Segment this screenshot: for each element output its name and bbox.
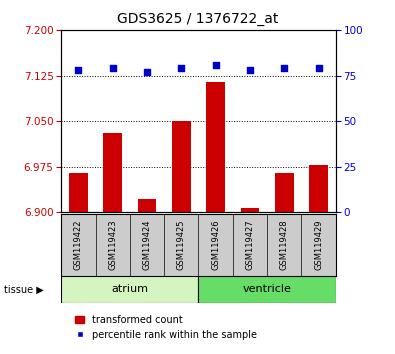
Text: GSM119422: GSM119422: [74, 219, 83, 270]
Bar: [309, 165, 328, 212]
Point: [144, 69, 150, 75]
Text: GDS3625 / 1376722_at: GDS3625 / 1376722_at: [117, 12, 278, 27]
Text: GSM119425: GSM119425: [177, 219, 186, 270]
Bar: [69, 173, 88, 212]
Bar: [137, 199, 156, 212]
Point: [213, 62, 219, 68]
Text: GSM119423: GSM119423: [108, 219, 117, 270]
Point: [247, 67, 253, 73]
Legend: transformed count, percentile rank within the sample: transformed count, percentile rank withi…: [71, 311, 261, 344]
Point: [75, 67, 81, 73]
Bar: [241, 208, 260, 212]
Text: atrium: atrium: [111, 284, 149, 295]
Bar: [103, 133, 122, 212]
Bar: [61, 276, 198, 303]
Point: [281, 65, 288, 71]
Text: GSM119428: GSM119428: [280, 219, 289, 270]
Text: GSM119427: GSM119427: [245, 219, 254, 270]
Point: [316, 65, 322, 71]
Bar: [172, 121, 191, 212]
Text: GSM119424: GSM119424: [143, 219, 152, 270]
Text: GSM119426: GSM119426: [211, 219, 220, 270]
Text: ventricle: ventricle: [243, 284, 292, 295]
Bar: [275, 173, 294, 212]
Text: GSM119429: GSM119429: [314, 219, 323, 270]
Point: [109, 65, 116, 71]
Text: tissue ▶: tissue ▶: [4, 284, 44, 295]
Bar: [206, 82, 225, 212]
Bar: [198, 276, 336, 303]
Point: [178, 65, 184, 71]
